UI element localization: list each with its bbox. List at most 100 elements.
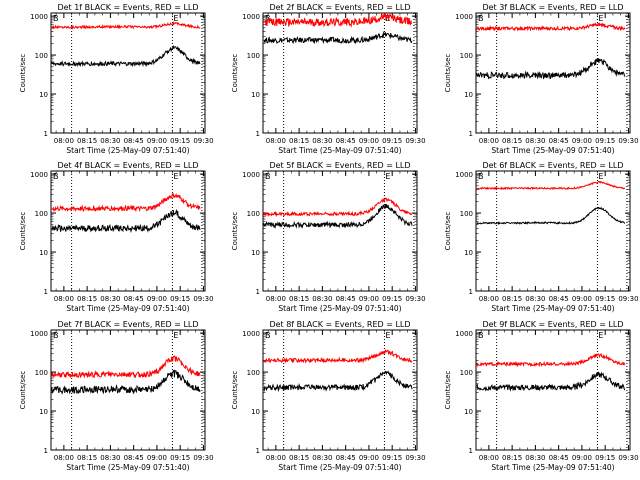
series-events-line xyxy=(263,370,413,393)
end-marker-label: E xyxy=(173,331,178,340)
y-tick-label: 1 xyxy=(469,130,473,138)
x-tick-label: 09:15 xyxy=(595,137,615,145)
x-tick-label: 08:15 xyxy=(77,295,97,303)
start-marker-label: B xyxy=(265,172,271,181)
x-axis-label: Start Time (25-May-09 07:51:40) xyxy=(278,463,401,472)
plot-frame xyxy=(50,329,206,451)
panel-det-5: Det 5f BLACK = Events, RED = LLD 1 10 100 10… xyxy=(231,161,426,313)
series-events-line xyxy=(263,204,413,229)
series-lld-line xyxy=(263,197,413,218)
y-tick-label: 1 xyxy=(469,447,473,455)
x-tick-label: 09:30 xyxy=(405,137,425,145)
x-tick-label: 09:00 xyxy=(359,295,379,303)
start-marker-label: B xyxy=(53,172,59,181)
x-tick-label: 08:00 xyxy=(479,137,499,145)
series-events-line xyxy=(51,44,201,68)
y-tick-label: 100 xyxy=(247,52,260,60)
y-tick-label: 1 xyxy=(469,288,473,296)
y-axis-label: Counts/sec xyxy=(19,371,27,410)
y-axis-label: Counts/sec xyxy=(231,371,239,410)
x-tick-label: 08:15 xyxy=(289,137,309,145)
plot-frame xyxy=(50,170,206,292)
y-tick-label: 1000 xyxy=(455,13,473,21)
panel-title: Det 3f BLACK = Events, RED = LLD xyxy=(482,3,623,12)
panel-title: Det 8f BLACK = Events, RED = LLD xyxy=(269,320,410,329)
y-tick-label: 100 xyxy=(460,210,473,218)
y-tick-label: 10 xyxy=(464,408,473,416)
x-tick-label: 08:00 xyxy=(54,295,74,303)
y-tick-label: 10 xyxy=(251,91,260,99)
series-events-line xyxy=(51,209,201,234)
x-tick-label: 08:00 xyxy=(479,295,499,303)
x-axis-label: Start Time (25-May-09 07:51:40) xyxy=(66,146,189,155)
x-tick-label: 09:30 xyxy=(618,137,638,145)
y-tick-label: 10 xyxy=(251,408,260,416)
x-tick-label: 08:45 xyxy=(124,295,144,303)
x-tick-label: 08:30 xyxy=(312,137,332,145)
end-marker-label: E xyxy=(598,172,603,181)
y-tick-label: 10 xyxy=(39,408,48,416)
panel-title: Det 9f BLACK = Events, RED = LLD xyxy=(482,320,623,329)
x-tick-label: 08:45 xyxy=(336,137,356,145)
x-tick-label: 08:15 xyxy=(77,137,97,145)
x-axis-label: Start Time (25-May-09 07:51:40) xyxy=(66,304,189,313)
panel-title: Det 7f BLACK = Events, RED = LLD xyxy=(57,320,198,329)
series-lld-line xyxy=(476,352,626,368)
panel-title: Det 1f BLACK = Events, RED = LLD xyxy=(57,3,198,12)
y-tick-label: 1000 xyxy=(30,13,48,21)
x-tick-label: 08:30 xyxy=(100,295,120,303)
x-tick-label: 09:30 xyxy=(193,295,213,303)
y-tick-label: 10 xyxy=(251,249,260,257)
x-tick-label: 08:30 xyxy=(100,454,120,462)
y-tick-label: 1 xyxy=(44,288,48,296)
y-axis-label: Counts/sec xyxy=(19,54,27,93)
x-tick-label: 08:45 xyxy=(336,295,356,303)
x-tick-label: 09:00 xyxy=(359,454,379,462)
y-tick-label: 10 xyxy=(39,91,48,99)
series-lld-line xyxy=(51,355,201,379)
x-tick-label: 08:00 xyxy=(54,137,74,145)
y-tick-label: 1000 xyxy=(455,330,473,338)
end-marker-label: E xyxy=(173,14,178,23)
x-tick-label: 08:30 xyxy=(312,295,332,303)
y-tick-label: 100 xyxy=(460,52,473,60)
x-tick-label: 09:30 xyxy=(193,454,213,462)
x-tick-label: 08:15 xyxy=(289,295,309,303)
series-events-line xyxy=(51,369,201,395)
end-marker-label: E xyxy=(598,14,603,23)
end-marker-label: E xyxy=(385,172,390,181)
plot-frame xyxy=(475,170,631,292)
x-tick-label: 09:15 xyxy=(170,295,190,303)
x-tick-label: 09:15 xyxy=(170,137,190,145)
series-lld-line xyxy=(263,12,413,28)
x-tick-label: 08:45 xyxy=(549,454,569,462)
series-lld-line xyxy=(51,192,201,213)
start-marker-label: B xyxy=(478,172,484,181)
plot-frame xyxy=(475,12,631,134)
x-tick-label: 09:15 xyxy=(382,454,402,462)
panel-det-3: Det 3f BLACK = Events, RED = LLD 1 10 100 10… xyxy=(444,3,639,155)
series-lld-line xyxy=(263,349,413,364)
series-lld-line xyxy=(476,180,626,191)
x-tick-label: 09:00 xyxy=(147,137,167,145)
x-tick-label: 08:45 xyxy=(549,295,569,303)
x-tick-label: 08:30 xyxy=(525,295,545,303)
x-tick-label: 09:15 xyxy=(382,137,402,145)
x-tick-label: 08:15 xyxy=(502,454,522,462)
y-tick-label: 1000 xyxy=(30,330,48,338)
panel-title: Det 2f BLACK = Events, RED = LLD xyxy=(269,3,410,12)
series-events-line xyxy=(476,58,626,80)
x-axis-label: Start Time (25-May-09 07:51:40) xyxy=(491,463,614,472)
plot-frame xyxy=(262,12,418,134)
x-tick-label: 09:00 xyxy=(359,137,379,145)
y-axis-label: Counts/sec xyxy=(444,54,452,93)
y-tick-label: 1 xyxy=(256,130,260,138)
series-lld-line xyxy=(476,21,626,32)
end-marker-label: E xyxy=(385,331,390,340)
x-tick-label: 08:15 xyxy=(502,295,522,303)
y-axis-label: Counts/sec xyxy=(231,212,239,251)
x-tick-label: 08:00 xyxy=(266,137,286,145)
x-axis-label: Start Time (25-May-09 07:51:40) xyxy=(66,463,189,472)
x-tick-label: 09:30 xyxy=(405,454,425,462)
